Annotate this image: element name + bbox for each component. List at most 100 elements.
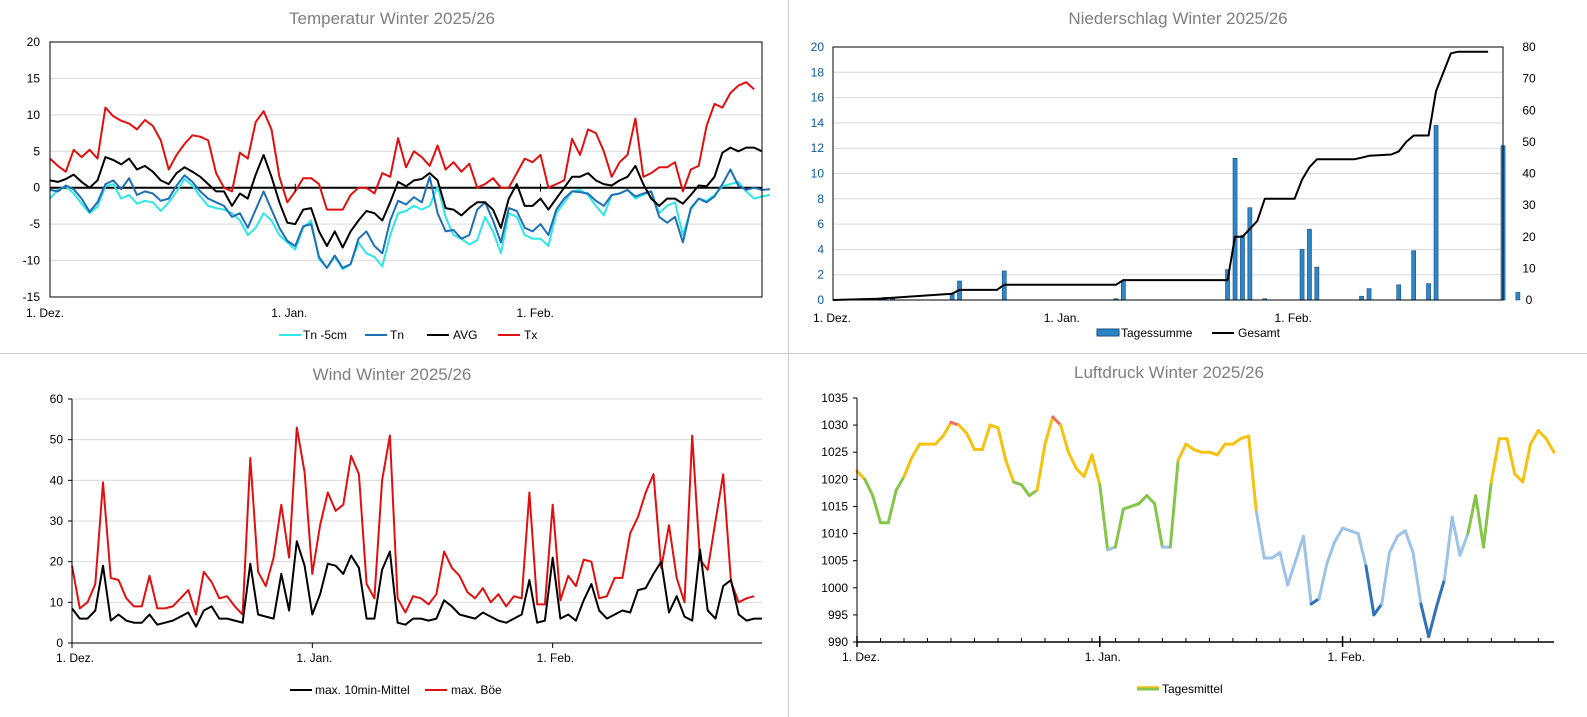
- precip-bar: [1299, 249, 1305, 301]
- y-tick-label: 1015: [821, 499, 848, 513]
- pressure-segment: [1372, 602, 1384, 617]
- y-tick-label: 8: [817, 192, 824, 206]
- x-tick-label: 1. Dez.: [56, 651, 94, 665]
- pressure-segment: [1247, 434, 1258, 514]
- chart-title: Temperatur Winter 2025/26: [289, 9, 495, 28]
- pressure-segment: [1521, 442, 1532, 484]
- pressure-segment: [1098, 483, 1110, 552]
- temperature-chart: Temperatur Winter 2025/26 20 15 10 5 0 -5 -10 -…: [23, 9, 771, 342]
- y-tick-label: -15: [23, 290, 41, 304]
- pressure-segment: [1317, 561, 1329, 601]
- pressure-segment: [1544, 437, 1556, 454]
- pressure-segment: [1066, 450, 1078, 470]
- pressure-segment: [957, 423, 969, 435]
- pressure-segment: [1474, 494, 1485, 549]
- y2-tick-label: 0: [1526, 293, 1533, 307]
- pressure-segment: [863, 477, 875, 498]
- pressure-segment: [933, 434, 945, 446]
- pressure-segment: [871, 494, 882, 525]
- y-tick-label: 30: [50, 514, 64, 528]
- y-tick-label: 16: [811, 91, 825, 105]
- pressure-segment: [1301, 534, 1313, 606]
- precip-bar: [1396, 284, 1402, 301]
- pressure-segment: [1137, 494, 1149, 506]
- pressure-segment: [1466, 494, 1478, 536]
- pressure-segment: [941, 420, 953, 438]
- precip-bar: [1426, 283, 1431, 301]
- legend: Tagessumme Gesamt: [1096, 326, 1281, 340]
- pressure-segment: [1489, 437, 1501, 484]
- pressure-segment: [1278, 551, 1290, 587]
- pressure-segment: [1536, 429, 1548, 441]
- y-tick-label: 990: [828, 635, 848, 649]
- pressure-segment: [1356, 532, 1368, 568]
- pressure-segment: [1427, 605, 1438, 639]
- y-tick-label: 14: [811, 116, 825, 130]
- y-tick-label: 1025: [821, 445, 848, 459]
- legend: Tn -5cm Tn AVG Tx: [279, 328, 537, 342]
- pressure-segment: [1435, 578, 1446, 609]
- pressure-segment: [1482, 480, 1493, 549]
- pressure-segment: [886, 488, 898, 525]
- y-tick-label: 10: [27, 108, 41, 122]
- y-tick-label: 6: [817, 217, 824, 231]
- pressure-segment: [1529, 429, 1540, 446]
- legend-label: Tn -5cm: [303, 328, 347, 342]
- y-tick-label: 4: [817, 242, 824, 256]
- legend-label: AVG: [453, 328, 477, 342]
- legend-label: Gesamt: [1238, 326, 1281, 340]
- pressure-segment: [1333, 526, 1345, 544]
- y-tick-label: 1035: [821, 391, 848, 405]
- pressure-segment: [1035, 442, 1047, 492]
- x-tick-label: 1. Dez.: [842, 650, 880, 664]
- pressure-segment: [996, 426, 1008, 462]
- legend-label: max. 10min-Mittel: [315, 683, 410, 697]
- x-tick-label: 1. Feb.: [516, 306, 553, 320]
- pressure-segment: [1074, 467, 1086, 479]
- y-tick-label: 0: [33, 181, 40, 195]
- legend-label: Tagesmittel: [1162, 682, 1223, 696]
- y-tick-label: 0: [56, 636, 63, 650]
- wind-chart-panel: Wind Winter 2025/26 60 50 40 30 20 10 0 1. Dez…: [0, 354, 788, 717]
- wind-chart: Wind Winter 2025/26 60 50 40 30 20 10 0 1. Dez…: [50, 365, 762, 697]
- legend-label: Tagessumme: [1121, 326, 1193, 340]
- pressure-segment: [1231, 437, 1243, 446]
- x-tick-label: 1. Feb.: [1328, 650, 1365, 664]
- y-tick-label: 10: [50, 595, 64, 609]
- pressure-segment: [1020, 483, 1031, 498]
- precip-bar: [1366, 288, 1372, 301]
- x-tick-label: 1. Feb.: [1275, 311, 1312, 325]
- x-tick-label: 1. Jan.: [271, 306, 307, 320]
- y-tick-label: 1010: [821, 527, 848, 541]
- y-tick-label: 0: [817, 293, 824, 307]
- precip-bar: [1120, 280, 1126, 301]
- y-tick-label: 20: [50, 555, 64, 569]
- y-tick-label: 1000: [821, 581, 848, 595]
- pressure-segment: [1505, 437, 1517, 476]
- y-tick-label: 12: [811, 141, 825, 155]
- plot-area-frame: [832, 46, 1504, 301]
- precip-bar: [1515, 292, 1521, 301]
- pressure-segment: [902, 456, 914, 479]
- precipitation-chart: Niederschlag Winter 2025/26 201816141210…: [811, 9, 1536, 340]
- pressure-segment: [1168, 458, 1180, 549]
- pressure-chart-panel: Luftdruck Winter 2025/26 1035 1030 1025 102…: [789, 354, 1587, 717]
- y-tick-label: 1005: [821, 554, 848, 568]
- y-tick-label: 60: [50, 392, 64, 406]
- pressure-segment: [1215, 442, 1227, 457]
- precip-bar: [1433, 125, 1439, 301]
- precip-bar: [1359, 295, 1364, 301]
- x-tick-label: 1. Jan.: [296, 651, 332, 665]
- series-line-avg: [49, 146, 763, 249]
- pressure-segment: [1403, 529, 1415, 554]
- y-tick-label: 1030: [821, 418, 848, 432]
- pressure-segment: [1419, 602, 1431, 639]
- precip-bar: [1307, 228, 1312, 301]
- pressure-segment: [1513, 472, 1525, 484]
- y-tick-label: 20: [811, 40, 825, 54]
- pressure-segment: [894, 475, 906, 492]
- chart-title: Luftdruck Winter 2025/26: [1074, 363, 1264, 382]
- horizontal-divider: [0, 353, 1587, 354]
- precip-bar: [1247, 207, 1253, 301]
- precip-bar: [1240, 235, 1245, 301]
